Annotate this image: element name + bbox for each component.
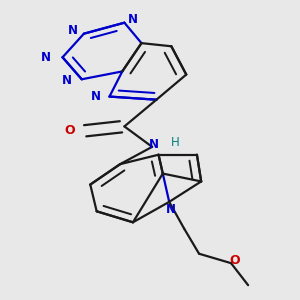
Text: N: N <box>41 51 51 64</box>
Text: N: N <box>68 24 78 37</box>
Text: N: N <box>166 203 176 216</box>
Text: N: N <box>91 90 101 103</box>
Text: N: N <box>149 138 159 151</box>
Text: O: O <box>64 124 75 137</box>
Text: H: H <box>171 136 180 148</box>
Text: N: N <box>62 74 72 87</box>
Text: O: O <box>229 254 240 266</box>
Text: N: N <box>128 13 138 26</box>
